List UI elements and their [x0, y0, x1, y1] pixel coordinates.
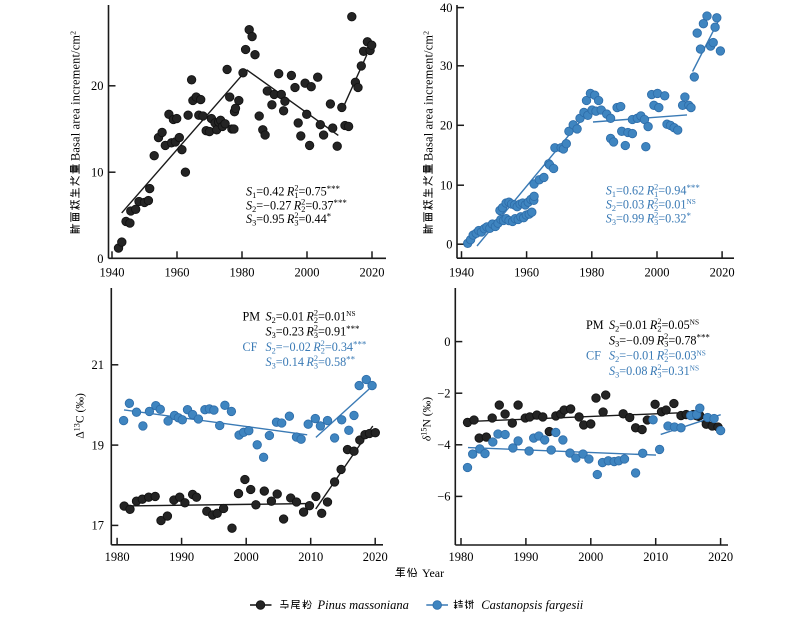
- svg-text:1990: 1990: [169, 550, 194, 564]
- svg-text:1980: 1980: [230, 265, 255, 279]
- svg-text:S2=0.03 R22=0.01NS: S2=0.03 R22=0.01NS: [606, 196, 696, 213]
- svg-text:2020: 2020: [363, 550, 388, 564]
- svg-text:S2=−0.01 R22=0.03NS: S2=−0.01 R22=0.03NS: [609, 348, 706, 365]
- svg-text:S2=0.01 R22=0.05NS: S2=0.01 R22=0.05NS: [609, 317, 699, 334]
- svg-text:S1=0.42 R12=0.75***: S1=0.42 R12=0.75***: [246, 183, 341, 200]
- svg-text:−4: −4: [437, 438, 451, 452]
- svg-text:10: 10: [91, 166, 104, 180]
- svg-text:0: 0: [446, 238, 452, 252]
- svg-text:0: 0: [444, 335, 450, 349]
- svg-text:30: 30: [440, 59, 453, 73]
- svg-text:20: 20: [91, 79, 104, 93]
- svg-text:2020: 2020: [360, 265, 385, 279]
- svg-text:1940: 1940: [449, 265, 474, 279]
- svg-text:2000: 2000: [645, 265, 670, 279]
- svg-text:17: 17: [92, 519, 105, 533]
- svg-text:Basal area increment/cm2: Basal area increment/cm2: [422, 31, 436, 161]
- svg-text:Pinus massoniana: Pinus massoniana: [317, 598, 409, 612]
- svg-text:S2=0.01 R22=0.01NS: S2=0.01 R22=0.01NS: [266, 308, 356, 325]
- svg-text:0: 0: [97, 252, 103, 266]
- svg-text:2010: 2010: [643, 550, 668, 564]
- svg-text:PM: PM: [243, 310, 261, 324]
- svg-text:−6: −6: [437, 490, 450, 504]
- svg-text:S3=0.08 R32=0.31NS: S3=0.08 R32=0.31NS: [609, 363, 699, 380]
- svg-text:S1=0.62 R12=0.94***: S1=0.62 R12=0.94***: [606, 182, 701, 199]
- svg-text:Castanopsis fargesii: Castanopsis fargesii: [481, 598, 584, 612]
- svg-text:1980: 1980: [579, 265, 604, 279]
- svg-text:S3=0.14 R32=0.58**: S3=0.14 R32=0.58**: [266, 354, 356, 371]
- svg-text:2020: 2020: [710, 265, 735, 279]
- svg-text:2020: 2020: [708, 550, 733, 564]
- svg-text:CF: CF: [243, 340, 258, 354]
- svg-text:S3=0.23 R32=0.91***: S3=0.23 R32=0.91***: [266, 323, 361, 340]
- svg-text:19: 19: [92, 438, 105, 452]
- svg-text:2000: 2000: [234, 550, 259, 564]
- svg-text:1960: 1960: [165, 265, 190, 279]
- svg-text:δ15N (‰): δ15N (‰): [419, 397, 433, 441]
- svg-text:2000: 2000: [578, 550, 603, 564]
- svg-text:CF: CF: [586, 349, 601, 363]
- svg-text:1940: 1940: [100, 265, 125, 279]
- svg-text:S2=−0.27 R22=0.37***: S2=−0.27 R22=0.37***: [246, 198, 347, 215]
- svg-text:10: 10: [440, 179, 453, 193]
- svg-text:2000: 2000: [295, 265, 320, 279]
- svg-text:1980: 1980: [449, 550, 474, 564]
- svg-text:Year: Year: [422, 566, 444, 580]
- svg-text:S2=−0.02 R22=0.34***: S2=−0.02 R22=0.34***: [266, 339, 367, 356]
- svg-text:20: 20: [440, 119, 453, 133]
- svg-text:S3=−0.09 R32=0.78***: S3=−0.09 R32=0.78***: [609, 332, 710, 349]
- svg-text:S3=0.99 R32=0.32*: S3=0.99 R32=0.32*: [606, 210, 692, 227]
- svg-text:2010: 2010: [298, 550, 323, 564]
- svg-text:1960: 1960: [514, 265, 539, 279]
- svg-text:−2: −2: [437, 387, 450, 401]
- svg-text:1990: 1990: [513, 550, 538, 564]
- svg-text:PM: PM: [586, 318, 604, 332]
- svg-text:40: 40: [440, 1, 453, 15]
- svg-text:S3=0.95 R32=0.44*: S3=0.95 R32=0.44*: [246, 211, 332, 228]
- svg-text:Basal area increment/cm2: Basal area increment/cm2: [69, 31, 83, 161]
- svg-text:Δ13C (‰): Δ13C (‰): [72, 393, 86, 439]
- svg-text:21: 21: [92, 358, 105, 372]
- svg-text:1980: 1980: [105, 550, 130, 564]
